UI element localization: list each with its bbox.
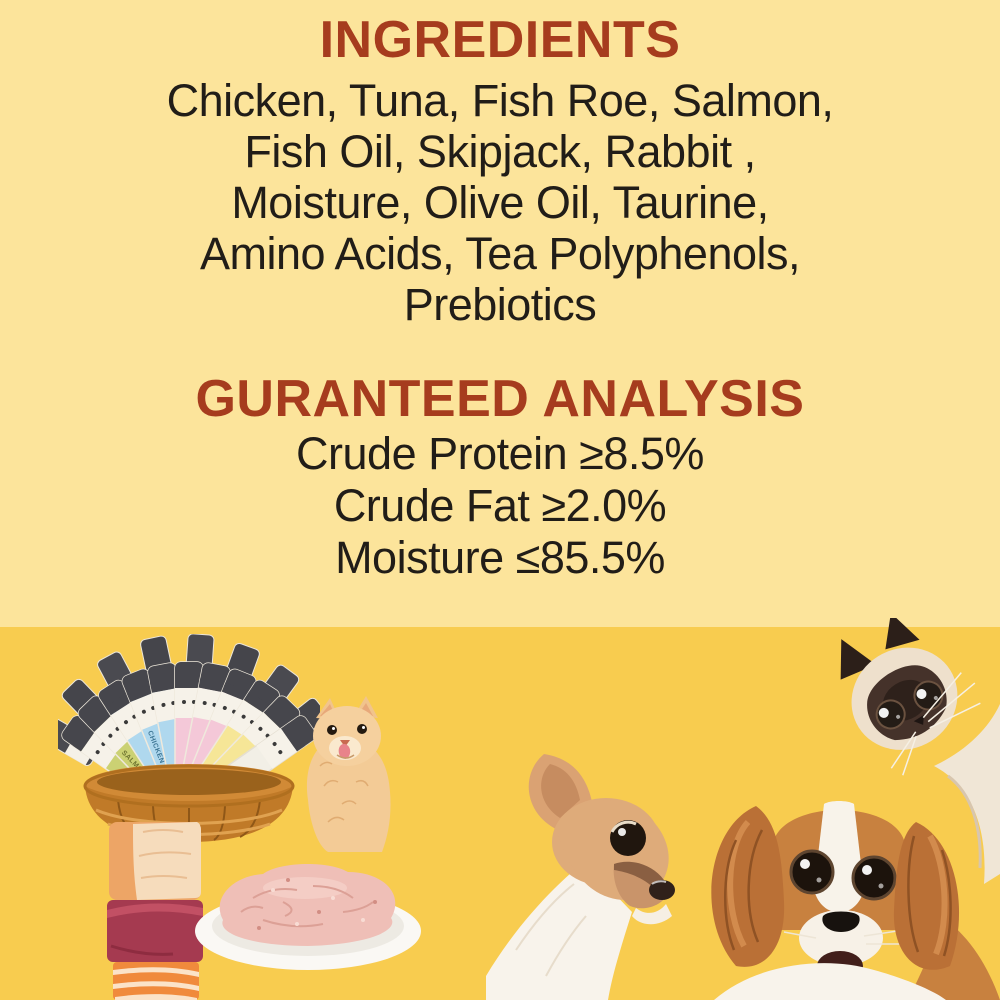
- kitten-tongue: [338, 743, 351, 759]
- siamese-cat-photo: [840, 618, 1000, 884]
- kitten-photo: [306, 696, 391, 852]
- treat-sachets-front-row: SALMON PATE FOR CHICKEN PATE FOR: [61, 661, 317, 807]
- guaranteed-analysis-title: GURANTEED ANALYSIS: [195, 370, 805, 428]
- ingredients-list: Chicken, Tuna, Fish Roe, Salmon, Fish Oi…: [0, 75, 1000, 330]
- ingredients-line: Moisture, Olive Oil, Taurine,: [231, 177, 769, 228]
- chihuahua-nose: [649, 880, 675, 900]
- ingredients-line: Chicken, Tuna, Fish Roe, Salmon,: [166, 75, 834, 126]
- analysis-line: Moisture ≤85.5%: [335, 532, 665, 583]
- pate-mound: [219, 863, 396, 946]
- ingredients-line: Amino Acids, Tea Polyphenols,: [199, 228, 801, 279]
- chihuahua-eye: [610, 820, 646, 856]
- ingredients-line: Prebiotics: [403, 279, 597, 330]
- siamese-cat-head: [840, 618, 981, 776]
- guaranteed-analysis-list: Crude Protein ≥8.5% Crude Fat ≥2.0% Mois…: [0, 428, 1000, 584]
- ingredients-title: INGREDIENTS: [319, 11, 681, 69]
- ingredients-line: Fish Oil, Skipjack, Rabbit ,: [244, 126, 756, 177]
- treat-basket-photo: SALMON PATE FOR CHICKEN PATE FOR: [58, 634, 320, 842]
- analysis-line: Crude Fat ≥2.0%: [333, 480, 667, 531]
- spaniel-photo: [711, 801, 1000, 1000]
- spaniel-ears: [711, 806, 960, 970]
- fish-cubes-photo: [107, 822, 203, 1000]
- analysis-line: Crude Protein ≥8.5%: [296, 428, 704, 479]
- chihuahua-photo: [486, 754, 675, 1000]
- pate-plate-photo: [195, 863, 421, 970]
- spaniel-nose: [822, 911, 860, 932]
